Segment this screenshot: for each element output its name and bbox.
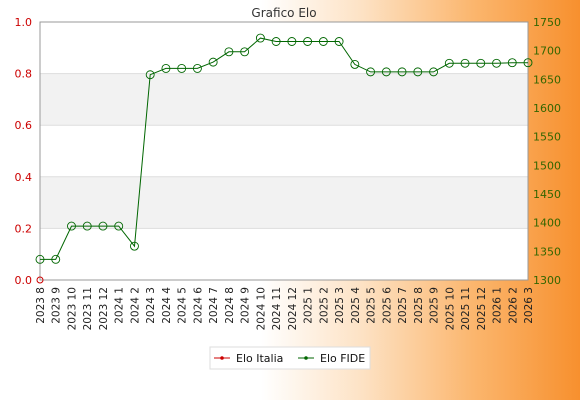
x-tick-label: 2025 4: [350, 287, 362, 324]
x-tick-label: 2025 7: [397, 287, 409, 324]
data-point-elo-fide: [460, 58, 470, 68]
x-tick-label: 2026 2: [507, 287, 519, 324]
data-point-elo-fide: [130, 241, 139, 251]
grid-band: [40, 73, 528, 126]
x-tick-label: 2025 12: [476, 287, 488, 330]
x-tick-label: 2023 8: [35, 287, 47, 324]
legend-marker-elo-italia: [220, 356, 224, 360]
x-tick-label: 2024 7: [208, 287, 220, 324]
x-tick-label: 2025 6: [381, 287, 393, 324]
y-right-tick-label: 1700: [533, 45, 561, 58]
x-tick-label: 2024 1: [114, 287, 126, 324]
x-tick-label: 2025 11: [460, 287, 472, 330]
data-point-elo-fide: [366, 67, 376, 77]
data-point-elo-fide: [192, 63, 202, 73]
data-point-elo-fide: [492, 58, 501, 68]
x-tick-label: 2025 10: [444, 287, 456, 330]
data-point-elo-fide: [35, 254, 45, 264]
data-point-elo-fide: [271, 37, 281, 46]
y-left-tick-label: 0.8: [15, 68, 33, 81]
data-point-elo-fide: [318, 37, 328, 46]
data-point-elo-fide: [429, 67, 438, 77]
x-tick-label: 2024 10: [255, 287, 267, 330]
x-tick-label: 2024 3: [145, 287, 157, 324]
data-point-elo-fide: [476, 58, 486, 68]
legend-box: [209, 346, 371, 370]
plot-area: [40, 22, 528, 280]
data-point-elo-fide: [381, 67, 391, 77]
x-tick-label: 2024 11: [271, 287, 283, 330]
data-point-elo-fide: [444, 58, 454, 68]
legend-marker-elo-fide: [304, 356, 308, 360]
data-point-elo-fide: [208, 57, 218, 67]
x-tick-label: 2024 12: [287, 287, 299, 330]
data-point-elo-fide: [98, 221, 108, 231]
data-point-elo-fide: [240, 47, 250, 57]
y-right-tick-label: 1350: [533, 245, 561, 258]
data-point-elo-fide: [523, 58, 533, 68]
data-point-elo-fide: [507, 58, 517, 68]
x-tick-label: 2026 3: [523, 287, 535, 324]
y-right-tick-label: 1650: [533, 73, 561, 86]
y-right-tick-label: 1300: [533, 274, 561, 287]
data-point-elo-fide: [82, 221, 92, 231]
data-point-elo-fide: [303, 37, 313, 46]
data-point-elo-fide: [224, 47, 234, 57]
data-point-elo-fide: [67, 221, 76, 231]
y-right-tick-label: 1750: [533, 16, 561, 29]
data-point-elo-fide: [145, 70, 155, 80]
x-tick-label: 2023 10: [66, 287, 78, 330]
x-tick-label: 2024 8: [224, 287, 236, 324]
data-point-elo-fide: [161, 63, 171, 73]
x-tick-label: 2024 9: [240, 287, 252, 324]
x-tick-label: 2025 3: [334, 287, 346, 324]
x-tick-label: 2024 6: [192, 287, 204, 324]
data-point-elo-italia: [36, 276, 44, 284]
y-right-tick-label: 1400: [533, 217, 561, 230]
data-point-elo-fide: [177, 63, 187, 73]
x-tick-label: 2026 1: [492, 287, 504, 324]
y-right-tick-label: 1550: [533, 131, 561, 144]
x-tick-label: 2025 2: [318, 287, 330, 324]
x-tick-label: 2025 9: [429, 287, 441, 324]
data-point-elo-fide: [255, 33, 265, 43]
y-left-tick-label: 0.0: [15, 274, 33, 287]
data-point-elo-fide: [114, 221, 124, 231]
data-point-elo-fide: [413, 67, 423, 77]
legend-label-elo-italia: Elo Italia: [236, 352, 283, 365]
chart-title: Grafico Elo: [251, 6, 316, 20]
y-left-tick-label: 0.6: [15, 119, 33, 132]
y-right-tick-label: 1500: [533, 159, 561, 172]
y-right-tick-label: 1600: [533, 102, 561, 115]
x-tick-label: 2024 4: [161, 287, 173, 324]
x-tick-label: 2023 11: [82, 287, 94, 330]
x-tick-label: 2025 1: [303, 287, 315, 324]
y-left-tick-label: 0.4: [15, 171, 33, 184]
x-tick-label: 2024 5: [177, 287, 189, 324]
y-right-tick-label: 1450: [533, 188, 561, 201]
y-left-tick-label: 0.2: [15, 222, 33, 235]
grid-band: [40, 176, 528, 229]
data-point-elo-fide: [51, 254, 61, 264]
x-tick-label: 2025 5: [366, 287, 378, 324]
x-tick-label: 2023 9: [51, 287, 63, 324]
data-point-elo-fide: [350, 59, 360, 69]
x-tick-label: 2025 8: [413, 287, 425, 324]
plot-border: [39, 21, 529, 281]
y-left-tick-label: 1.0: [15, 16, 33, 29]
x-tick-label: 2024 2: [129, 287, 141, 324]
legend-label-elo-fide: Elo FIDE: [320, 352, 365, 365]
data-point-elo-fide: [334, 37, 344, 46]
x-tick-label: 2023 12: [98, 287, 110, 330]
data-point-elo-fide: [397, 67, 407, 77]
data-point-elo-fide: [287, 37, 297, 46]
